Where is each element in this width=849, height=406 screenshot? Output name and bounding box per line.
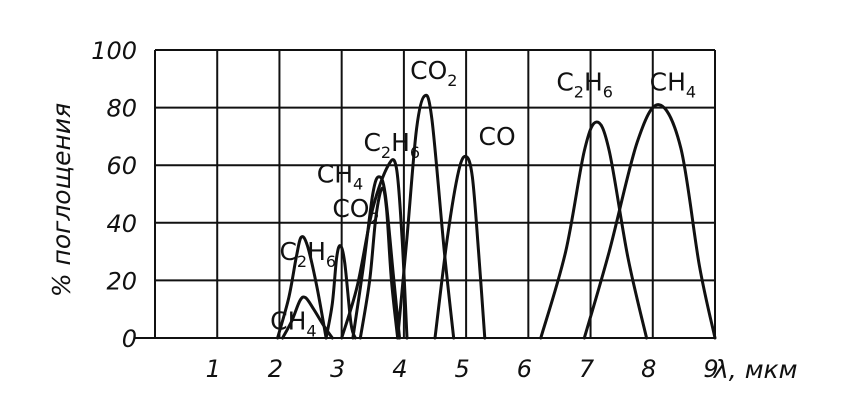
y-tick-label: 20	[106, 267, 137, 295]
x-tick-label: 1	[206, 355, 221, 383]
x-tick-labels: 1 2 3 4 5 6 7 8 9	[206, 355, 719, 383]
absorption-curve-co	[433, 154, 487, 340]
absorption-curve-ch4	[582, 103, 717, 340]
x-tick-label: 3	[330, 355, 345, 383]
x-tick-label: 4	[392, 355, 407, 383]
absorption-curve-c2h6	[276, 235, 328, 340]
curve-label: CO2	[332, 194, 379, 228]
y-tick-label: 80	[106, 95, 137, 123]
y-tick-label: 0	[122, 325, 137, 353]
absorption-curve-co2	[324, 244, 357, 340]
absorption-curve-ch4	[281, 295, 334, 340]
x-tick-label: 2	[268, 355, 283, 383]
curve-label: CO2	[410, 56, 457, 90]
y-tick-label: 40	[106, 210, 137, 238]
curve-label: C2H6	[363, 128, 420, 162]
absorption-curve-c2h6	[340, 158, 409, 340]
curve-label: CH4	[270, 306, 316, 340]
absorption-curve-ch4	[351, 175, 402, 340]
absorption-curve-c2h6	[539, 120, 649, 340]
y-tick-labels: 0 20 40 60 80 100	[91, 37, 137, 353]
y-tick-label: 100	[91, 37, 137, 65]
curve-label: C2H6	[556, 67, 613, 101]
y-tick-label: 60	[106, 152, 137, 180]
x-tick-label: 7	[579, 355, 595, 383]
absorption-curve-co2	[358, 186, 400, 340]
x-tick-label: 6	[517, 355, 532, 383]
x-tick-label: 5	[454, 355, 469, 383]
x-tick-label: 8	[641, 355, 656, 383]
curve-label: CH4	[317, 159, 363, 193]
y-axis-label: % поглощения	[47, 103, 76, 297]
absorption-curves	[276, 93, 717, 340]
curve-label: CO	[479, 122, 516, 151]
grid	[135, 49, 716, 339]
curve-label: CH4	[650, 67, 696, 101]
x-axis-label: λ, мкм	[712, 355, 798, 384]
x-tick-label: 9	[703, 355, 718, 383]
curve-label: C2H6	[279, 237, 336, 271]
